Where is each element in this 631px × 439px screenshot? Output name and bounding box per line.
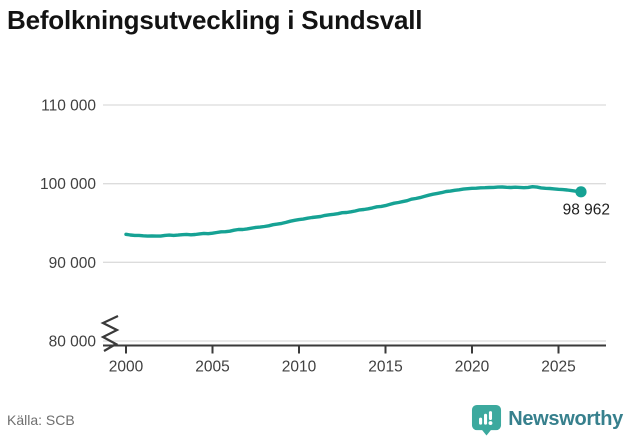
chart-footer: Källa: SCB Newsworthy bbox=[0, 400, 631, 439]
x-tick-label: 2025 bbox=[541, 359, 575, 376]
y-tick-label: 100 000 bbox=[40, 176, 96, 193]
axis-break-squiggle bbox=[100, 315, 120, 352]
logo-bars bbox=[479, 410, 493, 425]
newsworthy-logo-text: Newsworthy bbox=[508, 408, 623, 430]
chart-title: Befolkningsutveckling i Sundsvall bbox=[7, 5, 423, 35]
source-caption: Källa: SCB bbox=[7, 411, 75, 428]
last-value-label: 98 962 bbox=[563, 202, 610, 219]
newsworthy-logo-icon bbox=[472, 404, 502, 435]
y-tick-label: 90 000 bbox=[49, 255, 97, 272]
y-tick-label: 110 000 bbox=[41, 98, 96, 115]
last-point-marker bbox=[575, 186, 587, 198]
x-tick-label: 2010 bbox=[282, 359, 317, 376]
x-tick-label: 2000 bbox=[109, 359, 144, 376]
x-tick-label: 2020 bbox=[455, 359, 490, 376]
population-line-chart: 80 000 90 000 100 000 110 000 2000 2005 2010 20… bbox=[40, 98, 610, 376]
x-tick-label: 2015 bbox=[368, 359, 402, 376]
y-tick-label: 80 000 bbox=[49, 334, 97, 351]
x-tick-label: 2005 bbox=[195, 359, 229, 376]
population-line bbox=[124, 185, 583, 238]
newsworthy-logo: Newsworthy bbox=[471, 404, 623, 436]
